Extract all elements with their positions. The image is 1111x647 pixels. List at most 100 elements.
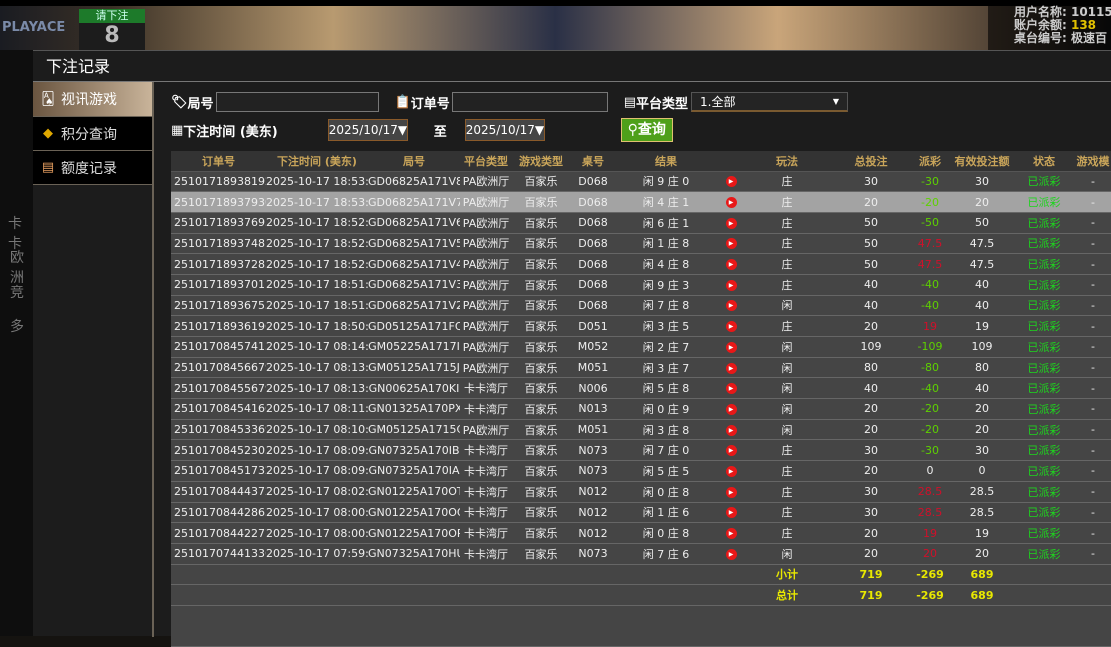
round-id: GN07325A170IA (368, 460, 460, 482)
sidebar: 🂡 视讯游戏 ◆ 积分查询 ▤ 额度记录 (33, 82, 154, 637)
game-type: 百家乐 (512, 171, 570, 193)
status: 已派彩 (1018, 502, 1070, 524)
order-id: 251017189374813 (171, 233, 266, 255)
total-bet: 30 (828, 502, 914, 524)
table-row[interactable]: 2510170844437202025-10-17 08:02:09GN0122… (171, 481, 1111, 503)
table-row[interactable]: 2510171893619622025-10-17 18:50:10GD0512… (171, 315, 1111, 337)
table-row[interactable]: 2510170845230552025-10-17 08:09:41GN0732… (171, 439, 1111, 462)
status: 已派彩 (1018, 481, 1070, 503)
total-bet: 30 (828, 439, 914, 462)
play-video-icon[interactable]: ▶ (725, 217, 737, 229)
table-row[interactable]: 2510170844227702025-10-17 08:00:04GN0122… (171, 522, 1111, 544)
result: 闲 0 庄 8 (616, 522, 716, 544)
play-video-icon[interactable]: ▶ (725, 300, 737, 312)
play-video-icon[interactable]: ▶ (725, 424, 737, 436)
play-video-icon[interactable]: ▶ (725, 528, 737, 540)
play-video-icon[interactable]: ▶ (725, 341, 737, 353)
sidebar-item-credit-records[interactable]: ▤ 额度记录 (33, 151, 152, 185)
spacer (171, 605, 1111, 647)
platform: PA欧洲厅 (460, 357, 512, 379)
column-header: 派彩 (914, 151, 946, 172)
round-id: GM05225A1717I (368, 336, 460, 358)
table-row[interactable]: 2510171893769592025-10-17 18:52:58GD0682… (171, 212, 1111, 234)
date-to-select[interactable]: 2025/10/17▼ (464, 119, 545, 141)
table-row[interactable]: 2510171893728582025-10-17 18:52:10GD0682… (171, 253, 1111, 275)
diamond-icon: ◆ (43, 126, 53, 141)
table-row[interactable]: 2510171893793022025-10-17 18:53:23GD0682… (171, 191, 1111, 213)
play-video-icon[interactable]: ▶ (725, 176, 737, 188)
table-row[interactable]: 2510170845741372025-10-17 08:14:39GM0522… (171, 336, 1111, 358)
bet-type: 闲 (746, 398, 828, 420)
table-row[interactable]: 2510171893675302025-10-17 18:51:15GD0682… (171, 295, 1111, 317)
game-mode: - (1070, 439, 1111, 462)
valid-bet: 19 (946, 522, 1018, 544)
replay-cell: ▶ (716, 357, 746, 379)
game-mode: - (1070, 398, 1111, 420)
platform: PA欧洲厅 (460, 191, 512, 213)
play-video-icon[interactable]: ▶ (725, 362, 737, 374)
order-label: 订单号 (410, 96, 450, 112)
table-row[interactable]: 2510170845416652025-10-17 08:11:32GN0132… (171, 398, 1111, 420)
table-row[interactable]: 2510170844286372025-10-17 08:00:37GN0122… (171, 502, 1111, 524)
game-mode: - (1070, 419, 1111, 441)
result: 闲 3 庄 8 (616, 419, 716, 441)
play-video-icon[interactable]: ▶ (725, 321, 737, 333)
play-video-icon[interactable]: ▶ (725, 403, 737, 415)
query-button[interactable]: ⚲查询 (620, 118, 673, 142)
table-row[interactable]: 2510170845173262025-10-17 08:09:10GN0732… (171, 460, 1111, 482)
platform: PA欧洲厅 (460, 233, 512, 255)
order-id: 251017084566792 (171, 357, 266, 379)
total-bet: 20 (828, 419, 914, 441)
bet-time: 2025-10-17 08:13:04 (266, 377, 368, 400)
table-row[interactable]: 2510170845567992025-10-17 08:13:04GN0062… (171, 377, 1111, 400)
play-video-icon[interactable]: ▶ (725, 548, 737, 560)
payout: -269 (914, 584, 946, 606)
sidebar-item-live-games[interactable]: 🂡 视讯游戏 (33, 82, 152, 117)
total-bet: 719 (828, 584, 914, 606)
replay-cell: ▶ (716, 377, 746, 400)
play-video-icon[interactable]: ▶ (725, 238, 737, 250)
platform: 卡卡湾厅 (460, 377, 512, 400)
table-row[interactable]: 2510170744133652025-10-17 07:59:06GN0732… (171, 543, 1111, 565)
round-id: GD06825A171V2 (368, 295, 460, 317)
order-id: 251017189379302 (171, 191, 266, 213)
bet-type: 庄 (746, 191, 828, 213)
table-id: D051 (570, 315, 616, 337)
replay-cell: ▶ (716, 502, 746, 524)
table-row[interactable]: 2510171893748132025-10-17 18:52:34GD0682… (171, 233, 1111, 255)
play-video-icon[interactable]: ▶ (725, 486, 737, 498)
list-icon: ▤ (623, 94, 637, 110)
replay-cell: ▶ (716, 233, 746, 255)
play-video-icon[interactable]: ▶ (725, 383, 737, 395)
table-row[interactable]: 2510170845667922025-10-17 08:13:59GM0512… (171, 357, 1111, 379)
sidebar-item-points[interactable]: ◆ 积分查询 (33, 117, 152, 151)
spacer (1018, 584, 1111, 606)
play-video-icon[interactable]: ▶ (725, 279, 737, 291)
play-video-icon[interactable]: ▶ (725, 507, 737, 519)
top-bar (0, 0, 1111, 6)
replay-cell: ▶ (716, 295, 746, 317)
replay-cell: ▶ (716, 522, 746, 544)
order-input[interactable] (451, 92, 608, 112)
column-header: 局号 (368, 151, 460, 172)
play-video-icon[interactable]: ▶ (725, 465, 737, 477)
table-id: M051 (570, 357, 616, 379)
payout: 28.5 (914, 481, 946, 503)
play-video-icon[interactable]: ▶ (725, 445, 737, 457)
table-row[interactable]: 2510170845336932025-10-17 08:10:44GM0512… (171, 419, 1111, 441)
column-header: 平台类型 (460, 151, 512, 172)
bet-time: 2025-10-17 08:09:41 (266, 439, 368, 462)
round-id: GM05125A1715C (368, 419, 460, 441)
play-video-icon[interactable]: ▶ (725, 197, 737, 209)
replay-cell: ▶ (716, 315, 746, 337)
valid-bet: 40 (946, 295, 1018, 317)
date-from-select[interactable]: 2025/10/17▼ (327, 119, 408, 141)
payout: -50 (914, 212, 946, 234)
payout: 20 (914, 543, 946, 565)
table-row[interactable]: 2510171893701102025-10-17 18:51:41GD0682… (171, 274, 1111, 296)
play-video-icon[interactable]: ▶ (725, 259, 737, 271)
payout: -269 (914, 564, 946, 586)
platform-select[interactable]: 1.全部 ▼ (691, 92, 849, 112)
table-row[interactable]: 2510171893819222025-10-17 18:53:55GD0682… (171, 171, 1111, 193)
round-input[interactable] (215, 92, 379, 112)
